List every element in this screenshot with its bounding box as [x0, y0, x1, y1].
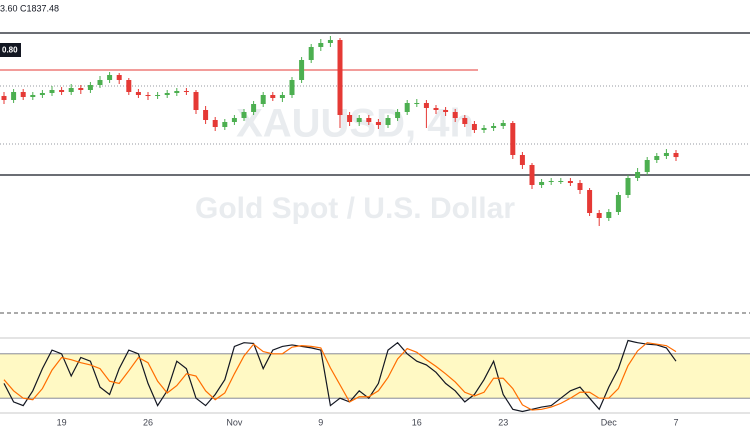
candle-body [270, 95, 276, 98]
candle-body [625, 178, 631, 195]
candle-body [587, 190, 593, 213]
candle-body [155, 95, 161, 96]
x-tick-label: Dec [601, 417, 618, 427]
candle-body [241, 112, 247, 118]
candle-body [289, 80, 295, 95]
candle-body [673, 153, 679, 158]
candle-body [49, 90, 55, 93]
candle-body [78, 88, 84, 90]
candle-body [279, 95, 285, 98]
candle-body [222, 122, 228, 127]
candle-body [471, 124, 477, 130]
candle-body [548, 181, 554, 182]
candle-body [59, 90, 65, 92]
candle-body [327, 40, 333, 43]
candle-body [462, 118, 468, 124]
candle-body [356, 118, 362, 122]
x-tick-label: 23 [498, 417, 508, 427]
candle-body [164, 93, 170, 95]
candle-body [318, 43, 324, 47]
candle-body [1, 96, 7, 100]
candle-body [97, 80, 103, 85]
oscillator-line [3, 342, 677, 411]
candle-body [87, 85, 93, 90]
candle-body [663, 153, 669, 156]
ohlc-header: 3.60 C1837.48 [0, 3, 59, 13]
candle-body [39, 93, 45, 95]
candle-body [491, 126, 497, 128]
x-tick-label: 9 [318, 417, 323, 427]
x-tick-label: 26 [143, 417, 153, 427]
candle-body [433, 108, 439, 110]
candle-body [11, 92, 17, 100]
candle-body [481, 128, 487, 130]
candle-body [635, 172, 641, 178]
candle-body [385, 118, 391, 125]
candle-body [347, 115, 353, 122]
candle-body [145, 95, 151, 96]
candle-body [596, 213, 602, 218]
candle-body [30, 95, 36, 97]
candle-body [567, 181, 573, 183]
candle-body [539, 182, 545, 185]
candle-body [452, 112, 458, 118]
candle-body [577, 183, 583, 190]
candle-body [337, 40, 343, 115]
x-tick-label: 16 [412, 417, 422, 427]
price-label-box [0, 43, 21, 57]
candle-body [126, 80, 132, 92]
price-label: 0.80 [2, 46, 18, 55]
candle-body [654, 156, 660, 160]
oscillator-line [3, 339, 677, 413]
candle-body [68, 88, 74, 92]
candle-body [644, 160, 650, 172]
candle-body [174, 91, 180, 93]
candle-body [308, 47, 314, 60]
candle-body [251, 104, 257, 112]
candle-body [260, 95, 266, 104]
candle-body [203, 110, 209, 120]
candle-body [615, 195, 621, 212]
candle-body [375, 122, 381, 125]
watermark-subtitle: Gold Spot / U.S. Dollar [195, 192, 515, 225]
candle-body [299, 60, 305, 80]
x-tick-label: 7 [673, 417, 678, 427]
candle-body [519, 155, 525, 165]
candle-body [529, 165, 535, 185]
candle-body [443, 110, 449, 112]
candle-body [423, 103, 429, 108]
candle-body [366, 118, 372, 122]
candle-body [606, 212, 612, 218]
candle-body [395, 112, 401, 118]
candle-body [500, 123, 506, 126]
candle-body [404, 103, 410, 112]
candle-body [135, 92, 141, 95]
x-tick-label: Nov [226, 417, 243, 427]
candle-body [193, 92, 199, 110]
candle-body [558, 181, 564, 182]
candle-body [107, 75, 113, 80]
x-tick-label: 19 [57, 417, 67, 427]
candle-body [510, 123, 516, 155]
candle-body [20, 92, 26, 97]
candle-body [231, 118, 237, 122]
candle-body [116, 75, 122, 80]
candle-body [212, 120, 218, 127]
oscillator-band [0, 353, 750, 399]
candle-body [414, 103, 420, 104]
candle-body [183, 91, 189, 92]
